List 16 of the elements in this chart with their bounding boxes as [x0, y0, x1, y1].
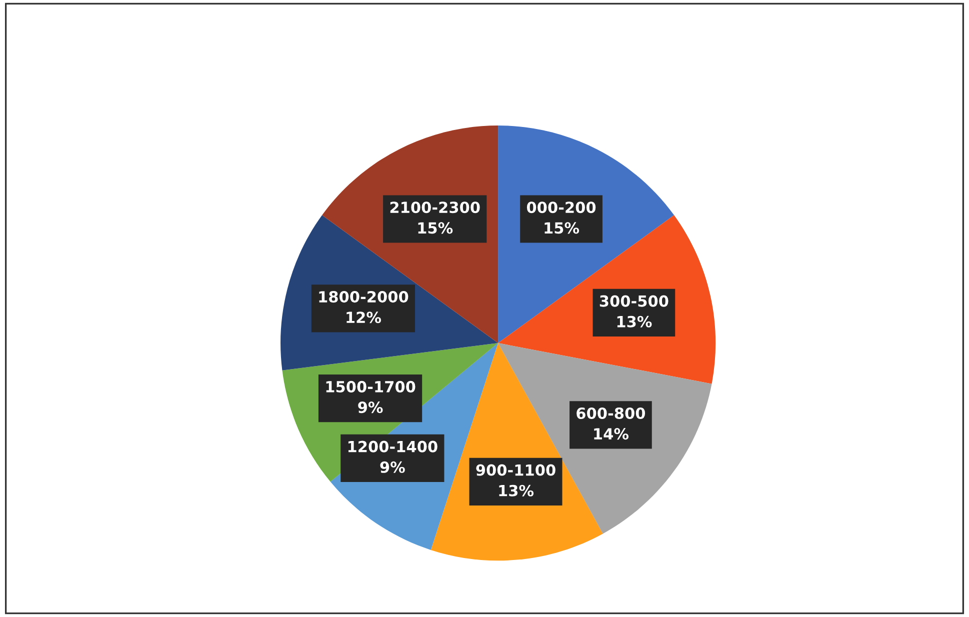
- data-label: 13%: [617, 316, 652, 328]
- slice-label: 900-1100: [476, 464, 556, 476]
- data-label: 13%: [499, 484, 534, 496]
- slice-label: 2100-2300: [390, 202, 480, 214]
- data-label: 15%: [418, 222, 453, 234]
- slice-label: 1200-1400: [348, 440, 438, 452]
- slice-label: 1500-1700: [326, 380, 416, 392]
- slice-label: 600-800: [576, 407, 646, 420]
- data-label: 9%: [380, 461, 405, 473]
- data-label: 14%: [594, 428, 629, 440]
- data-label: 15%: [544, 222, 580, 234]
- data-label: 12%: [346, 312, 382, 324]
- slice-label: 1800-2000: [319, 291, 408, 303]
- slice-label: 300-500: [600, 295, 668, 307]
- slice-label: 000-200: [526, 202, 596, 214]
- data-label: 9%: [358, 402, 383, 414]
